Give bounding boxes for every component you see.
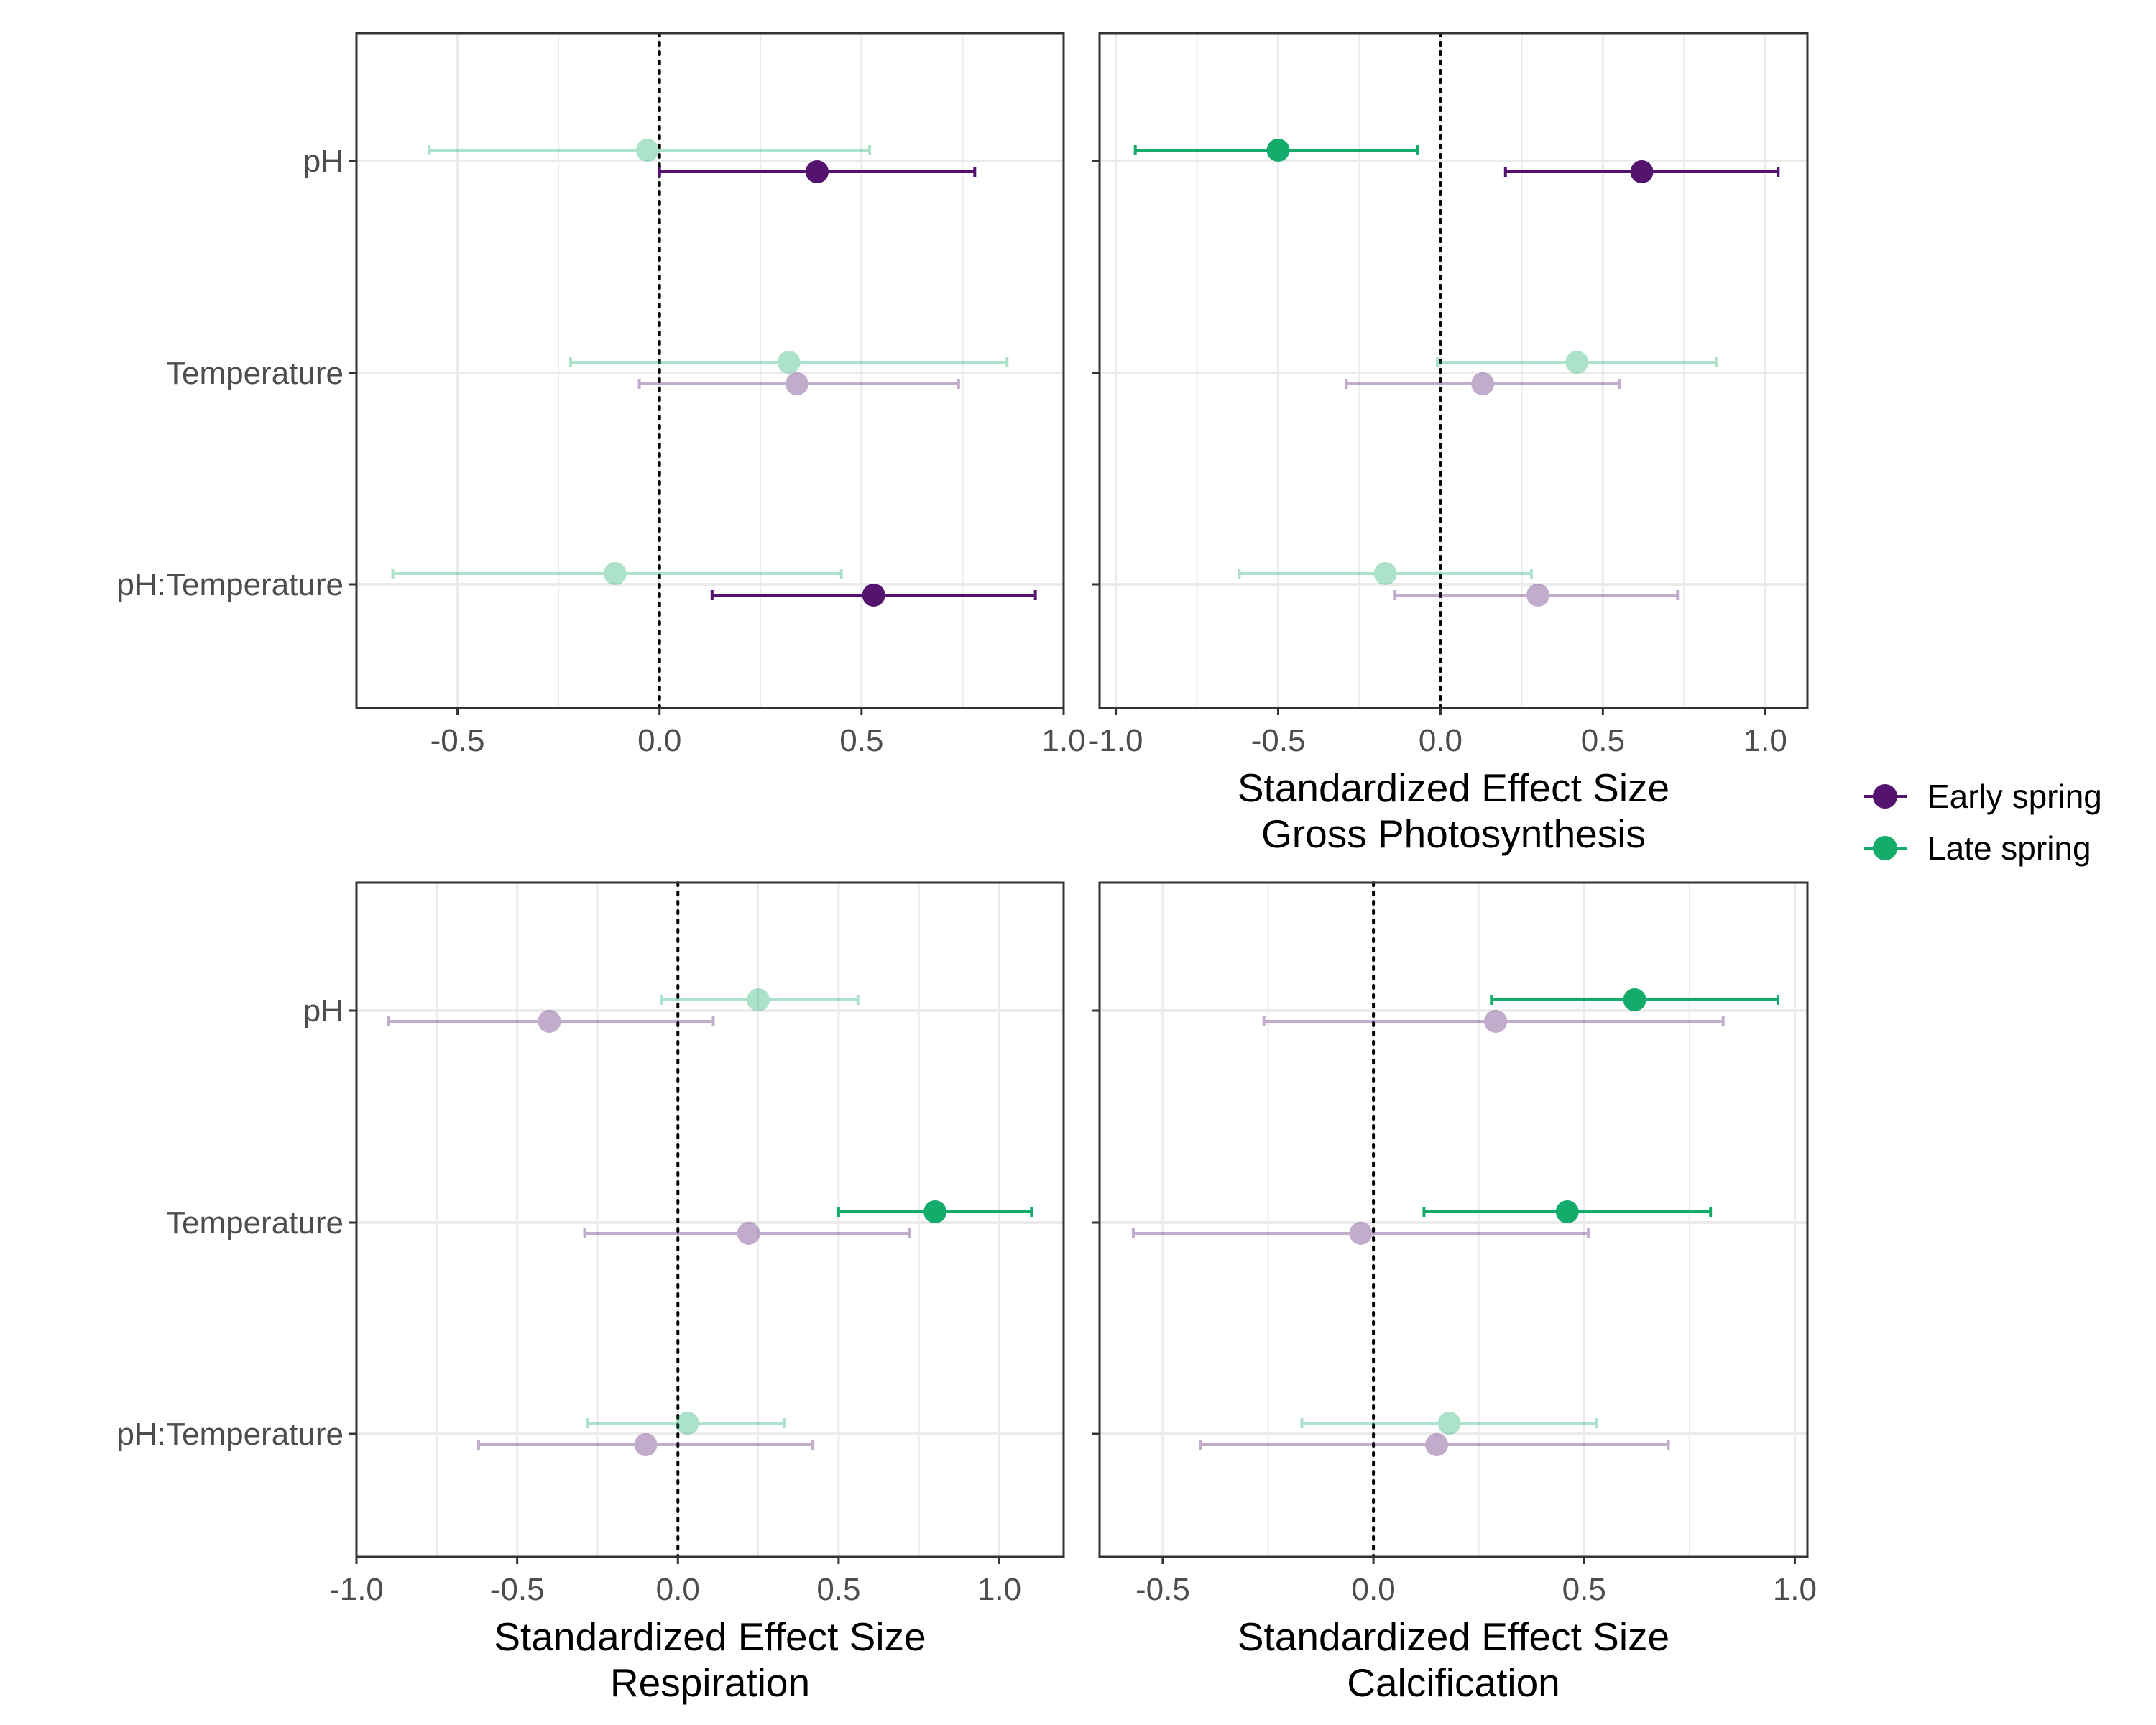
point-late-spring-ph [1266, 139, 1290, 162]
estimate-early-spring-ph-temperature [1199, 1433, 1670, 1456]
legend: Early spring Late spring [1864, 778, 2102, 867]
x-tick-label: -1.0 [1089, 723, 1143, 758]
x-tick-label: -0.5 [1135, 1572, 1190, 1607]
estimate-late-spring-ph-temperature [391, 562, 843, 585]
legend-key-dot-early-spring [1873, 784, 1897, 809]
estimate-early-spring-ph [658, 160, 977, 183]
x-tick-label: 0.0 [656, 1572, 700, 1607]
estimate-late-spring-ph-temperature [1300, 1412, 1598, 1435]
panel-net-photosynthesis: pH Temperature pH:Temperature -0.5 0.0 0.5 1.0 [117, 32, 1086, 758]
estimate-late-spring-temperature [837, 1200, 1033, 1223]
panel-border [1098, 32, 1809, 709]
estimate-early-spring-temperature [1131, 1222, 1590, 1245]
estimate-early-spring-ph [1503, 160, 1780, 183]
x-tick-label: 0.5 [1562, 1572, 1606, 1607]
estimate-late-spring-temperature [1435, 351, 1718, 374]
point-late-spring-temperature [1555, 1200, 1579, 1223]
estimate-early-spring-temperature [637, 372, 960, 395]
x-axis-title-line: Standardized Effect Size [1238, 765, 1669, 810]
point-early-spring-temperature [785, 372, 808, 395]
estimate-late-spring-temperature [569, 351, 1009, 374]
estimate-late-spring-temperature [1422, 1200, 1713, 1223]
legend-entry-late-spring: Late spring [1864, 829, 2091, 867]
x-tick-label: -0.5 [430, 723, 485, 758]
y-tick-label-temperature: Temperature [166, 356, 344, 391]
panel-border [355, 32, 1065, 709]
x-axis-title-line: Respiration [610, 1660, 810, 1705]
x-tick-label: 1.0 [1743, 723, 1787, 758]
point-early-spring-ph-temperature [1526, 584, 1549, 607]
point-early-spring-ph [1484, 1010, 1508, 1033]
x-tick-label: 0.0 [1352, 1572, 1396, 1607]
y-tick-label-ph-temperature: pH:Temperature [117, 567, 344, 602]
x-tick-label: -1.0 [329, 1572, 384, 1607]
x-tick-label: 1.0 [977, 1572, 1021, 1607]
estimate-early-spring-ph-temperature [476, 1433, 815, 1456]
estimate-late-spring-ph [1133, 139, 1419, 162]
x-axis-title-line: Standardized Effect Size [1238, 1614, 1669, 1659]
estimate-early-spring-temperature [583, 1222, 911, 1245]
x-axis-title-line: Calcification [1347, 1660, 1560, 1705]
point-early-spring-ph [1630, 160, 1654, 183]
point-late-spring-temperature [923, 1200, 947, 1223]
estimate-late-spring-ph [428, 139, 872, 162]
point-early-spring-ph-temperature [1425, 1433, 1449, 1456]
point-early-spring-ph-temperature [634, 1433, 658, 1456]
estimate-early-spring-ph [1262, 1010, 1725, 1033]
point-late-spring-ph [635, 139, 659, 162]
point-early-spring-ph-temperature [862, 584, 885, 607]
panel-border [1098, 881, 1809, 1558]
estimate-early-spring-ph-temperature [710, 584, 1037, 607]
y-tick-label-ph-temperature: pH:Temperature [117, 1417, 344, 1452]
x-axis-title-line: Gross Photosynthesis [1261, 811, 1646, 856]
x-tick-label: 0.0 [637, 723, 681, 758]
point-late-spring-ph-temperature [1437, 1412, 1461, 1435]
x-tick-label: 0.0 [1419, 723, 1462, 758]
x-tick-label: 1.0 [1773, 1572, 1817, 1607]
x-tick-label: 1.0 [1041, 723, 1085, 758]
legend-label-late-spring: Late spring [1927, 829, 2091, 867]
point-late-spring-ph-temperature [603, 562, 627, 585]
point-late-spring-temperature [1565, 351, 1589, 374]
estimate-early-spring-ph-temperature [1393, 584, 1680, 607]
estimate-early-spring-ph [387, 1010, 715, 1033]
point-early-spring-ph [806, 160, 829, 183]
panels-layer: pH Temperature pH:Temperature -0.5 0.0 0.5 1.0… [117, 32, 1817, 1705]
panel-border [355, 881, 1065, 1558]
legend-label-early-spring: Early spring [1927, 778, 2102, 815]
point-late-spring-temperature [777, 351, 801, 374]
estimate-late-spring-ph [1490, 988, 1779, 1011]
y-tick-label-ph: pH [303, 144, 344, 179]
legend-entry-early-spring: Early spring [1864, 778, 2102, 815]
x-tick-label: 0.5 [816, 1572, 860, 1607]
point-late-spring-ph [1623, 988, 1646, 1011]
x-tick-label: -0.5 [490, 1572, 545, 1607]
estimate-late-spring-ph [660, 988, 860, 1011]
x-tick-label: -0.5 [1251, 723, 1306, 758]
x-tick-label: 0.5 [1581, 723, 1625, 758]
x-axis-title: Standardized Effect Size Gross Photosynth… [1238, 765, 1669, 856]
panel-gross-photosynthesis: -1.0 -0.5 0.0 0.5 1.0 Standardized Effect Siz… [1089, 32, 1809, 856]
y-tick-label-temperature: Temperature [166, 1205, 344, 1241]
estimate-late-spring-ph-temperature [586, 1412, 786, 1435]
point-early-spring-temperature [737, 1222, 760, 1245]
panel-calcification: -0.5 0.0 0.5 1.0 Standardized Effect Size Cal… [1092, 881, 1817, 1705]
panel-respiration: pH Temperature pH:Temperature -1.0 -0.5 0.0 0.… [117, 881, 1065, 1705]
x-axis-title: Standardized Effect Size Respiration [494, 1614, 926, 1705]
legend-key-dot-late-spring [1873, 836, 1897, 860]
point-late-spring-ph-temperature [676, 1412, 699, 1435]
point-early-spring-temperature [1471, 372, 1495, 395]
point-early-spring-ph [538, 1010, 561, 1033]
y-tick-label-ph: pH [303, 993, 344, 1029]
point-late-spring-ph-temperature [1373, 562, 1397, 585]
estimate-early-spring-temperature [1345, 372, 1621, 395]
x-axis-title: Standardized Effect Size Calcification [1238, 1614, 1669, 1705]
x-tick-label: 0.5 [839, 723, 883, 758]
point-early-spring-temperature [1349, 1222, 1373, 1245]
estimate-late-spring-ph-temperature [1238, 562, 1533, 585]
x-axis-title-line: Standardized Effect Size [494, 1614, 926, 1659]
point-late-spring-ph [747, 988, 770, 1011]
